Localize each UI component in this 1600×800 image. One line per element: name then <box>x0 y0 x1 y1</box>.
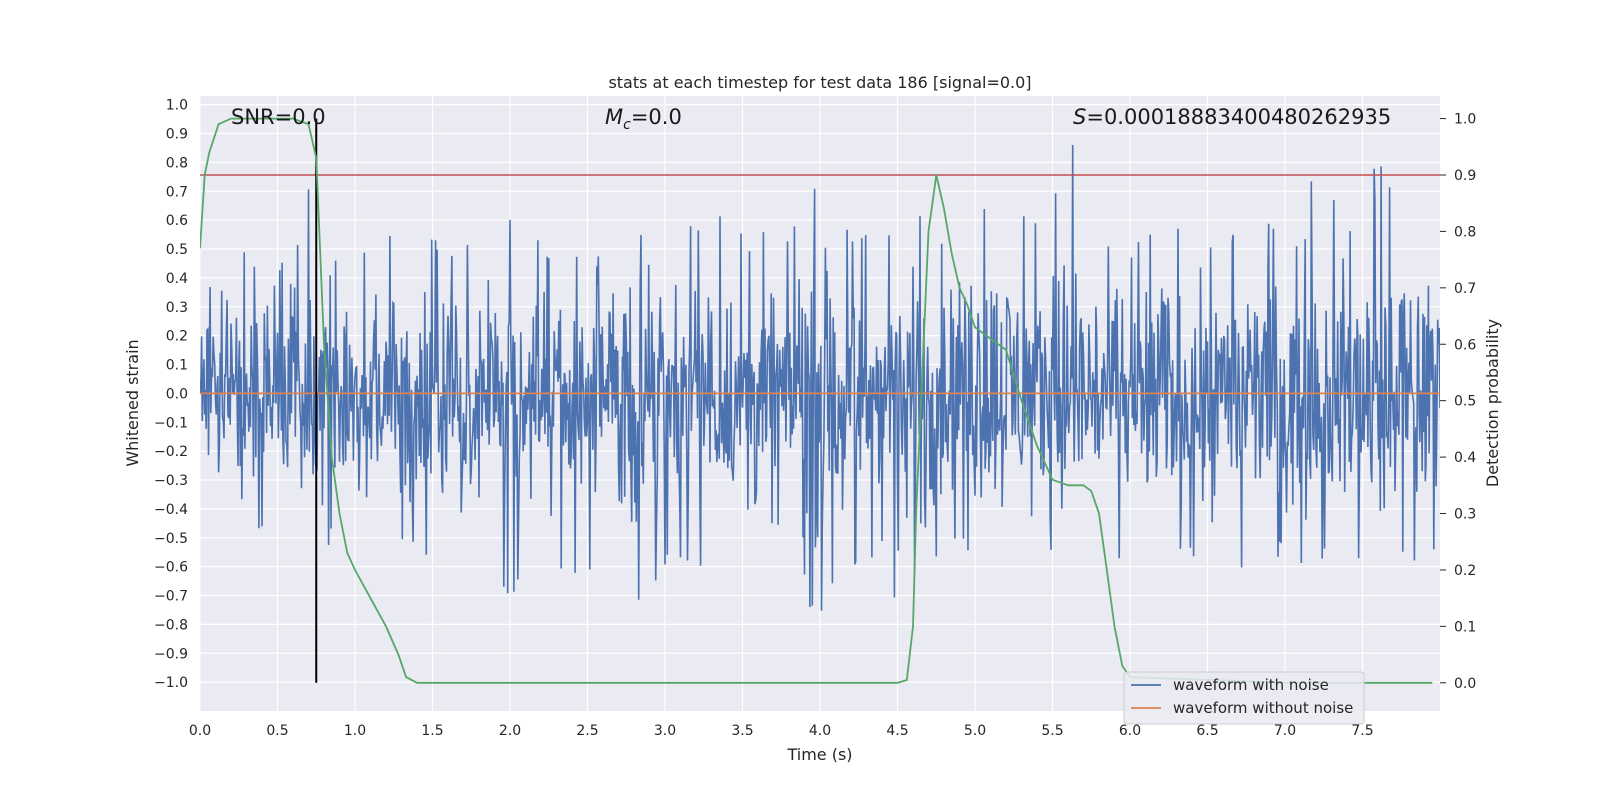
y2-tick-label: 0.6 <box>1454 337 1476 353</box>
y-tick-label: 0.0 <box>166 386 188 402</box>
y-tick-label: 0.2 <box>166 329 188 345</box>
y-tick-label: 0.6 <box>166 213 188 229</box>
y-tick-label: 0.1 <box>166 358 188 374</box>
chirp-mass-symbol: M <box>605 105 623 129</box>
y-tick-label: −0.1 <box>154 415 188 431</box>
detection-probability-line <box>200 117 1433 684</box>
legend-label-noise: waveform with noise <box>1173 676 1329 694</box>
chirp-mass-value: =0.0 <box>631 105 682 129</box>
y2-axis-label: Detection probability <box>1483 319 1502 487</box>
chirp-mass-subscript: c <box>623 117 631 133</box>
y2-tick-label: 0.8 <box>1454 224 1476 240</box>
legend-box <box>1123 671 1365 725</box>
x-tick-label: 2.0 <box>499 723 521 739</box>
x-tick-label: 1.0 <box>344 723 366 739</box>
x-tick-label: 6.5 <box>1196 723 1218 739</box>
y2-tick-label: 0.0 <box>1454 676 1476 692</box>
legend-label-clean: waveform without noise <box>1173 699 1353 717</box>
y-tick-label: −0.3 <box>154 473 188 489</box>
x-tick-label: 3.0 <box>654 723 676 739</box>
noisy-waveform-line <box>200 144 1440 611</box>
y-tick-label: −0.6 <box>154 560 188 576</box>
y-tick-label: 0.3 <box>166 300 188 316</box>
y2-tick-label: 0.7 <box>1454 281 1476 297</box>
y-tick-label: 0.5 <box>166 242 188 258</box>
x-tick-label: 6.0 <box>1119 723 1141 739</box>
y-tick-label: −0.7 <box>154 589 188 605</box>
x-tick-label: 0.5 <box>266 723 288 739</box>
x-tick-label: 2.5 <box>576 723 598 739</box>
y-tick-label: 0.9 <box>166 127 188 143</box>
statistic-symbol: S <box>1073 105 1086 129</box>
y-tick-label: −0.2 <box>154 444 188 460</box>
x-tick-label: 5.5 <box>1041 723 1063 739</box>
y-tick-label: −0.4 <box>154 502 188 518</box>
x-tick-label: 4.5 <box>886 723 908 739</box>
y2-tick-label: 0.2 <box>1454 563 1476 579</box>
y-tick-label: −1.0 <box>154 675 188 691</box>
x-tick-label: 1.5 <box>421 723 443 739</box>
y-tick-label: −0.8 <box>154 617 188 633</box>
axis-ticks: 0.0 0.5 1.0 1.5 2.0 2.5 3.0 3.5 4.0 4.5 5.0 5.5 6.0 6… <box>154 98 1476 739</box>
chart-title: stats at each timestep for test data 186… <box>608 73 1031 92</box>
x-tick-label: 0.0 <box>189 723 211 739</box>
y-tick-label: −0.5 <box>154 531 188 547</box>
y2-tick-label: 1.0 <box>1454 112 1476 128</box>
x-tick-label: 7.5 <box>1351 723 1373 739</box>
legend: waveform with noise waveform without noi… <box>1123 671 1365 725</box>
y2-tick-label: 0.1 <box>1454 619 1476 635</box>
series-marks <box>200 117 1440 684</box>
y2-tick-label: 0.9 <box>1454 168 1476 184</box>
x-tick-label: 7.0 <box>1274 723 1296 739</box>
x-axis-label: Time (s) <box>786 745 852 764</box>
x-tick-label: 4.0 <box>809 723 831 739</box>
x-tick-label: 3.5 <box>731 723 753 739</box>
statistic-value: =0.00018883400480262935 <box>1086 105 1391 129</box>
chirp-mass-annotation: Mc=0.0 <box>605 105 682 133</box>
x-tick-label: 5.0 <box>964 723 986 739</box>
y-tick-label: 1.0 <box>166 98 188 114</box>
y2-tick-label: 0.4 <box>1454 450 1476 466</box>
y-tick-label: 0.4 <box>166 271 188 287</box>
snr-annotation: SNR=0.0 <box>231 105 326 129</box>
y2-tick-label: 0.3 <box>1454 507 1476 523</box>
statistic-annotation: S=0.00018883400480262935 <box>1073 105 1391 129</box>
y-axis-label: Whitened strain <box>123 339 142 466</box>
y-tick-label: −0.9 <box>154 646 188 662</box>
y-tick-label: 0.7 <box>166 184 188 200</box>
y2-tick-label: 0.5 <box>1454 394 1476 410</box>
y-tick-label: 0.8 <box>166 155 188 171</box>
